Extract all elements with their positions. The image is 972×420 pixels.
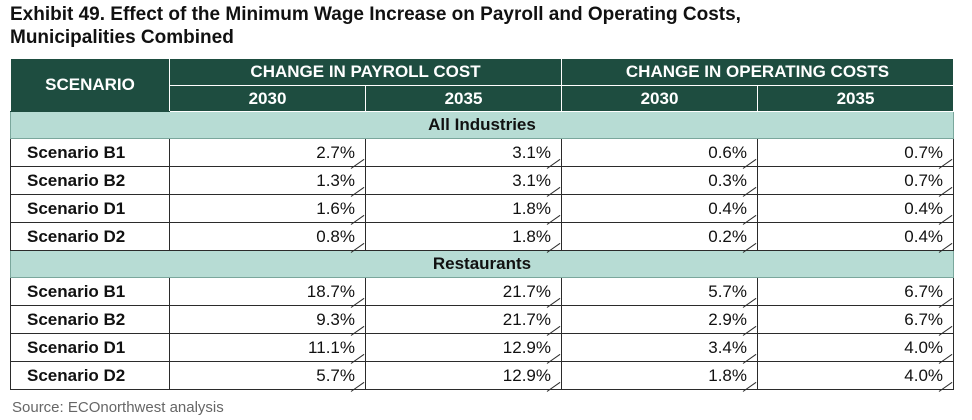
table-row: Scenario D2 5.7% 12.9% 1.8% 4.0% <box>10 361 955 390</box>
value-text: 21.7% <box>502 281 551 301</box>
value-text: 11.1% <box>308 337 355 357</box>
value-text: 0.8% <box>316 226 355 246</box>
exhibit-title: Exhibit 49. Effect of the Minimum Wage I… <box>10 3 960 49</box>
value-text: 5.7% <box>708 281 747 301</box>
value-cell: 0.4% <box>756 222 955 251</box>
operating-costs-header: CHANGE IN OPERATING COSTS <box>560 58 955 86</box>
scenario-label: Scenario D2 <box>10 222 170 251</box>
year-header-payroll-2035: 2035 <box>365 85 562 112</box>
value-cell: 12.9% <box>365 361 562 390</box>
value-text: 1.6% <box>316 198 355 218</box>
exhibit-title-line-2: Municipalities Combined <box>10 27 234 48</box>
exhibit-title-line-1: Exhibit 49. Effect of the Minimum Wage I… <box>10 4 741 25</box>
value-cell: 0.4% <box>756 194 955 223</box>
scenario-label: Scenario B1 <box>10 277 170 306</box>
value-text: 0.4% <box>708 198 747 218</box>
value-cell: 21.7% <box>365 305 562 334</box>
cost-effect-table: SCENARIO CHANGE IN PAYROLL COST CHANGE I… <box>9 58 955 390</box>
value-text: 1.3% <box>316 170 355 190</box>
value-cell: 2.9% <box>561 305 758 334</box>
scenario-label: Scenario D1 <box>10 194 170 223</box>
value-cell: 3.1% <box>365 166 562 195</box>
value-text: 1.8% <box>708 365 747 385</box>
value-text: 0.6% <box>708 142 747 162</box>
value-text: 9.3% <box>316 309 355 329</box>
value-text: 4.0% <box>904 337 944 357</box>
value-text: 5.7% <box>316 365 355 385</box>
value-cell: 0.6% <box>561 138 758 167</box>
value-cell: 1.6% <box>169 194 366 223</box>
table-row: Scenario D1 1.6% 1.8% 0.4% 0.4% <box>10 194 955 223</box>
scenario-label: Scenario D1 <box>10 333 170 362</box>
value-cell: 1.8% <box>561 361 758 390</box>
value-cell: 4.0% <box>756 361 955 390</box>
value-cell: 0.8% <box>169 222 366 251</box>
value-cell: 0.7% <box>756 138 955 167</box>
value-text: 21.7% <box>502 309 551 329</box>
value-cell: 1.8% <box>365 194 562 223</box>
value-text: 12.9% <box>502 337 551 357</box>
table-row: Scenario D2 0.8% 1.8% 0.2% 0.4% <box>10 222 955 251</box>
value-text: 1.8% <box>512 198 551 218</box>
value-text: 18.7% <box>306 281 355 301</box>
section-label-restaurants: Restaurants <box>9 250 955 278</box>
year-header-operating-2035: 2035 <box>756 85 955 112</box>
table-header-row: SCENARIO CHANGE IN PAYROLL COST CHANGE I… <box>10 58 955 112</box>
value-cell: 12.9% <box>365 333 562 362</box>
year-header-payroll-2030: 2030 <box>169 85 366 112</box>
value-cell: 1.3% <box>169 166 366 195</box>
section-row: Restaurants <box>9 250 955 278</box>
value-text: 0.7% <box>904 170 944 190</box>
value-cell: 0.2% <box>561 222 758 251</box>
value-cell: 5.7% <box>561 277 758 306</box>
value-text: 0.4% <box>904 198 944 218</box>
value-cell: 6.7% <box>756 305 955 334</box>
value-cell: 0.3% <box>561 166 758 195</box>
value-text: 0.3% <box>708 170 747 190</box>
value-cell: 4.0% <box>756 333 955 362</box>
source-note: Source: ECOnorthwest analysis <box>12 399 224 416</box>
table-row: Scenario B1 18.7% 21.7% 5.7% 6.7% <box>10 277 955 306</box>
table-row: Scenario B2 9.3% 21.7% 2.9% 6.7% <box>10 305 955 334</box>
value-text: 0.2% <box>708 226 747 246</box>
value-cell: 2.7% <box>169 138 366 167</box>
payroll-cost-header: CHANGE IN PAYROLL COST <box>169 58 562 86</box>
scenario-label: Scenario B2 <box>10 305 170 334</box>
table-row: Scenario D1 11.1% 12.9% 3.4% 4.0% <box>10 333 955 362</box>
value-text: 3.1% <box>512 142 551 162</box>
value-text: 3.4% <box>708 337 747 357</box>
value-cell: 3.4% <box>561 333 758 362</box>
table-row: Scenario B2 1.3% 3.1% 0.3% 0.7% <box>10 166 955 195</box>
section-label-all-industries: All Industries <box>9 111 955 139</box>
value-text: 1.8% <box>512 226 551 246</box>
value-cell: 9.3% <box>169 305 366 334</box>
value-text: 6.7% <box>904 281 944 301</box>
value-text: 2.7% <box>316 142 355 162</box>
value-text: 12.9% <box>502 365 551 385</box>
section-row: All Industries <box>9 111 955 139</box>
value-cell: 0.7% <box>756 166 955 195</box>
value-text: 0.7% <box>904 142 944 162</box>
value-cell: 11.1% <box>169 333 366 362</box>
value-text: 4.0% <box>904 365 944 385</box>
value-cell: 18.7% <box>169 277 366 306</box>
value-text: 6.7% <box>904 309 944 329</box>
value-cell: 5.7% <box>169 361 366 390</box>
scenario-label: Scenario B1 <box>10 138 170 167</box>
value-cell: 21.7% <box>365 277 562 306</box>
value-cell: 3.1% <box>365 138 562 167</box>
value-cell: 1.8% <box>365 222 562 251</box>
table-row: Scenario B1 2.7% 3.1% 0.6% 0.7% <box>10 138 955 167</box>
year-header-row: 2030 2035 2030 2035 <box>11 85 955 112</box>
value-text: 0.4% <box>904 226 944 246</box>
year-header-operating-2030: 2030 <box>561 85 758 112</box>
scenario-label: Scenario B2 <box>10 166 170 195</box>
value-text: 2.9% <box>708 309 747 329</box>
value-cell: 6.7% <box>756 277 955 306</box>
scenario-column-header: SCENARIO <box>10 58 170 112</box>
scenario-label: Scenario D2 <box>10 361 170 390</box>
value-text: 3.1% <box>512 170 551 190</box>
value-cell: 0.4% <box>561 194 758 223</box>
